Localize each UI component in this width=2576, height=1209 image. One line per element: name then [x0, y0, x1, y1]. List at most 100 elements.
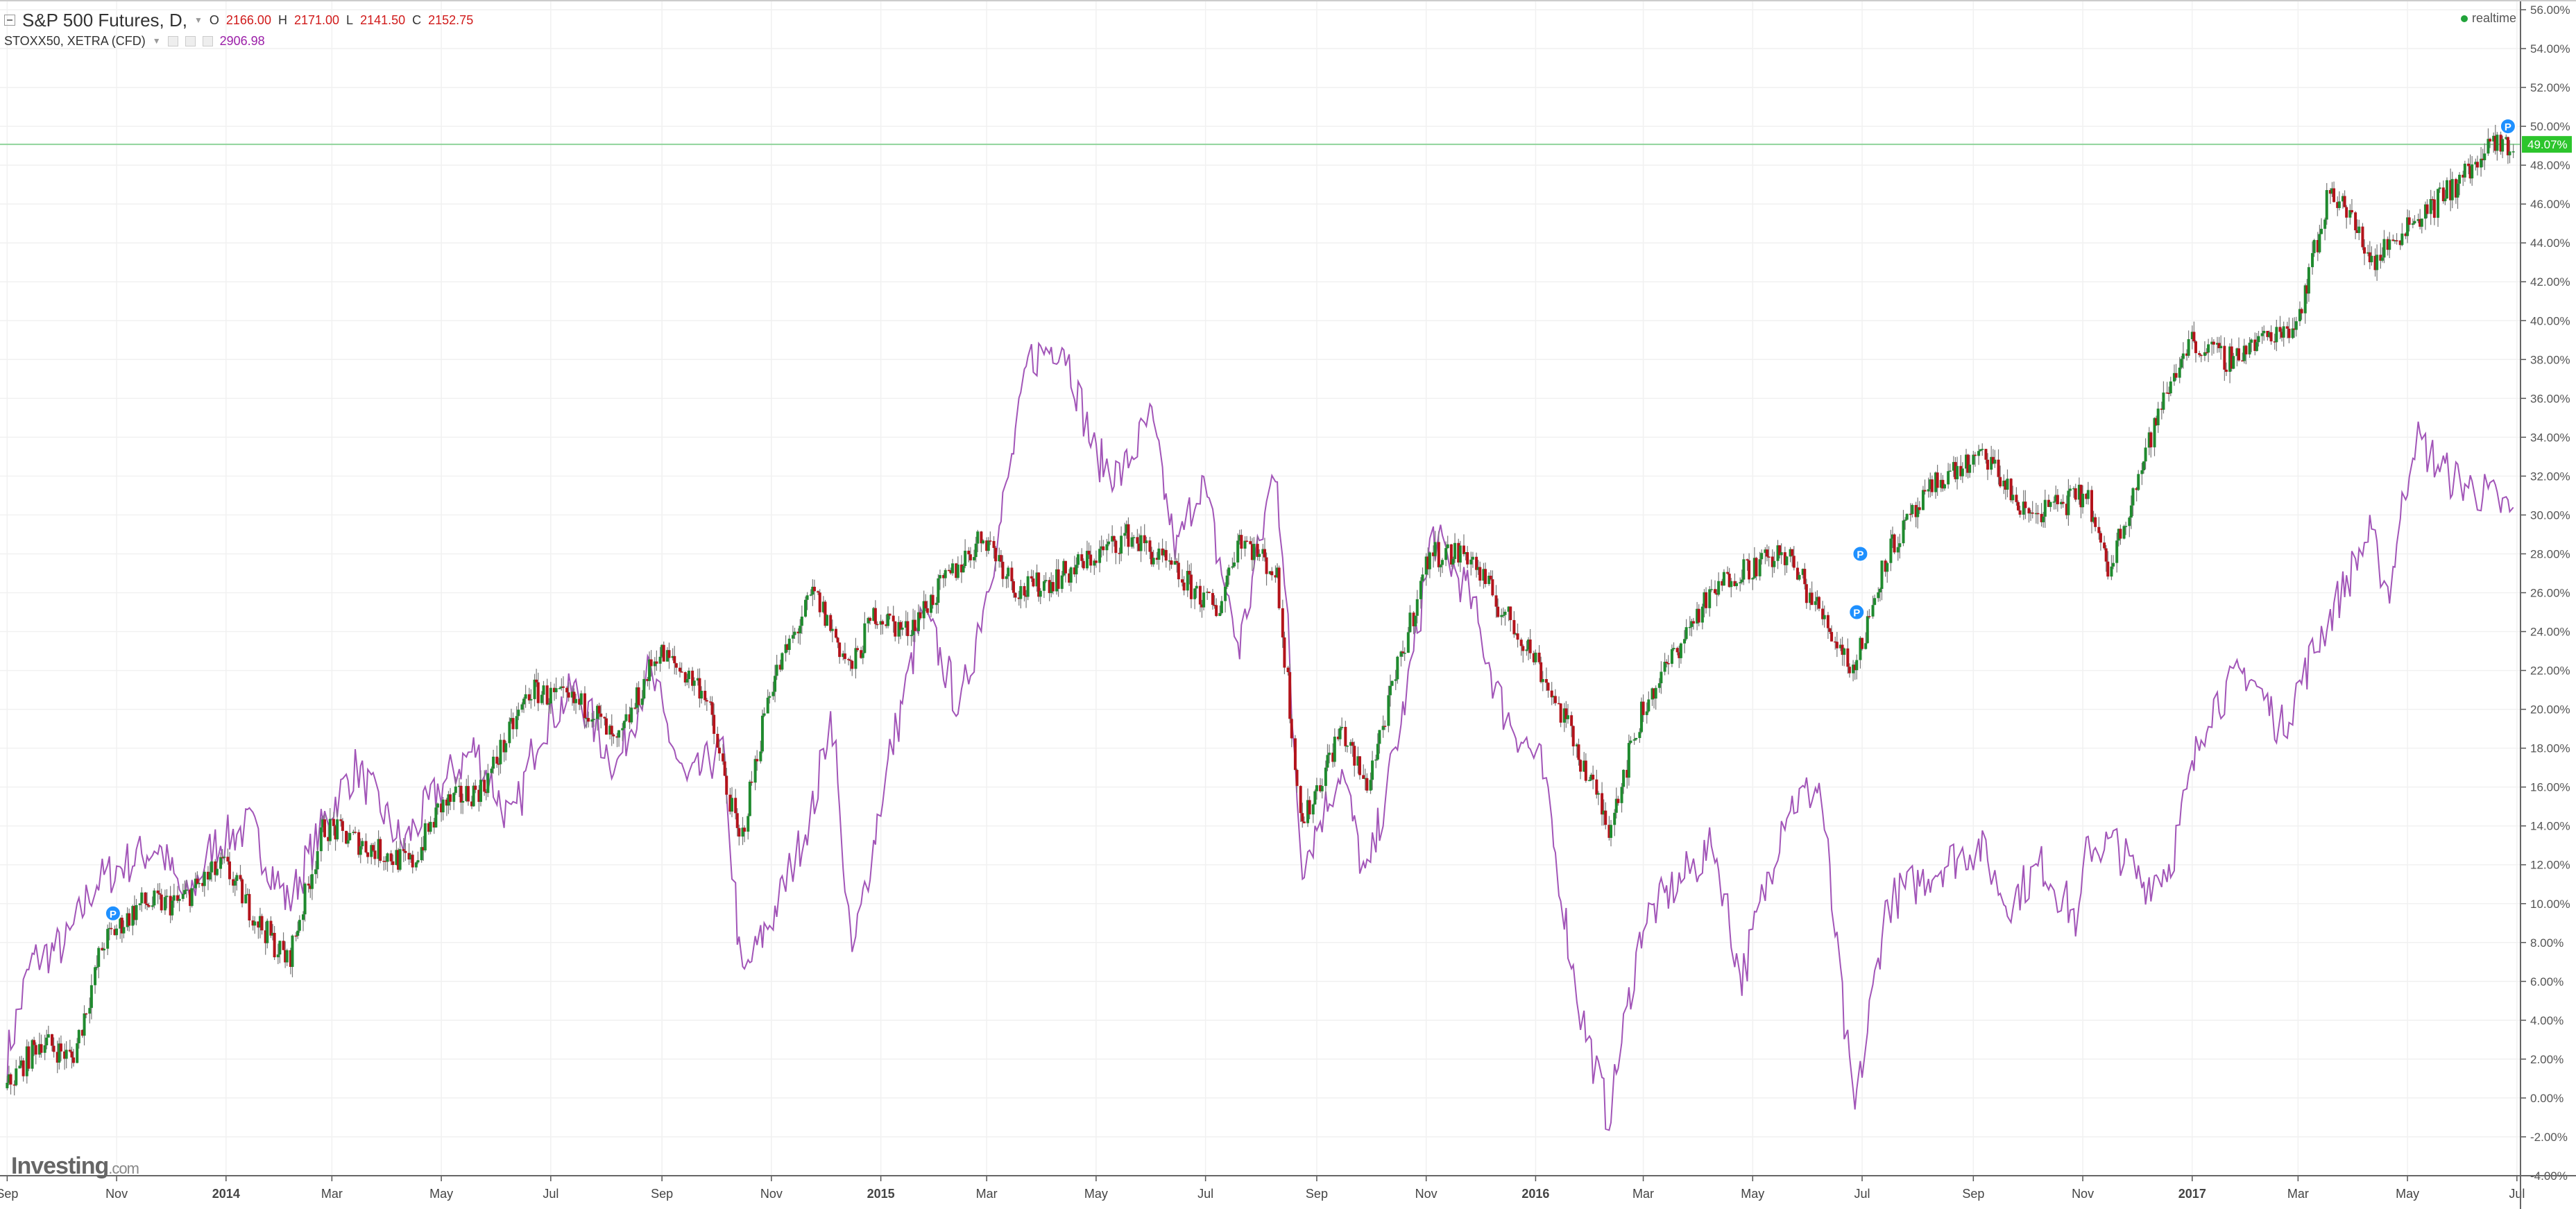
candle-body: [1060, 575, 1064, 589]
candle-body: [1981, 449, 1984, 450]
candle-body: [787, 638, 791, 650]
candle-body: [830, 628, 834, 631]
candle-body: [1220, 601, 1223, 613]
candle-body: [113, 929, 117, 936]
event-marker[interactable]: P: [2499, 118, 2516, 135]
candle-body: [1990, 456, 1993, 470]
candle-body: [748, 781, 751, 816]
candle-body: [486, 773, 490, 794]
candle-body: [181, 894, 185, 899]
x-tick-label: 2015: [867, 1187, 895, 1201]
candle-body: [906, 621, 910, 637]
candle-body: [1320, 786, 1324, 791]
candle-body: [2104, 548, 2108, 562]
candle-body: [1186, 571, 1189, 591]
realtime-indicator: realtime: [2460, 11, 2516, 26]
candle-body: [1105, 544, 1109, 551]
remove-icon[interactable]: [202, 35, 213, 46]
candle-body: [2506, 137, 2509, 155]
candle-body: [296, 930, 300, 936]
candle-body: [1453, 542, 1457, 559]
status-dot-icon: [2460, 15, 2468, 22]
candle-body: [432, 821, 436, 828]
candle-body: [2266, 330, 2269, 337]
event-marker[interactable]: P: [104, 904, 121, 922]
candle-body: [1030, 576, 1033, 578]
candle-body: [624, 714, 628, 721]
candle-body: [1991, 456, 1995, 464]
candle-body: [1403, 653, 1406, 654]
candle-body: [1491, 579, 1494, 596]
candle-body: [1482, 569, 1485, 581]
candle-body: [2217, 343, 2221, 349]
chevron-down-icon[interactable]: ▼: [152, 36, 161, 46]
candle-body: [1512, 619, 1516, 635]
candle-body: [1726, 572, 1730, 574]
candle-body: [2203, 352, 2206, 357]
candle-body: [2106, 561, 2110, 577]
candle-body: [341, 821, 344, 831]
settings-icon[interactable]: [185, 35, 196, 46]
marker-label: P: [1857, 549, 1863, 560]
candle-body: [2034, 513, 2038, 515]
candle-body: [1224, 586, 1227, 601]
candle-body: [1891, 534, 1894, 539]
event-marker[interactable]: P: [1852, 545, 1869, 563]
candle-body: [2110, 566, 2113, 577]
candle-body: [1451, 558, 1455, 565]
candle-body: [1198, 585, 1202, 605]
candle-body: [1898, 543, 1902, 547]
candle-body: [56, 1052, 59, 1063]
candle-body: [1803, 569, 1807, 585]
candle-body: [1378, 730, 1381, 744]
candle-body: [1414, 615, 1417, 626]
candle-body: [248, 893, 251, 920]
candle-body: [1977, 451, 1981, 456]
candle-body: [1848, 667, 1851, 674]
current-price-tag: [2522, 136, 2572, 153]
event-marker[interactable]: P: [1848, 603, 1866, 621]
marker-circle: [1852, 545, 1869, 563]
compare-symbol-label[interactable]: STOXX50, XETRA (CFD): [4, 33, 146, 48]
main-symbol-label[interactable]: S&P 500 Futures, D,: [22, 9, 187, 31]
candle-body: [2205, 352, 2208, 354]
candle-body: [1705, 592, 1708, 608]
candle-body: [1864, 643, 1868, 649]
candle-body: [58, 1043, 61, 1063]
y-tick-label: 30.00%: [2530, 508, 2570, 522]
candle-body: [72, 1057, 76, 1063]
candle-body: [897, 621, 901, 637]
candle-body: [1622, 769, 1626, 787]
candle-body: [43, 1045, 46, 1053]
collapse-icon[interactable]: [4, 15, 15, 26]
x-tick-label: Sep: [1962, 1187, 1984, 1201]
candle-body: [80, 1029, 84, 1036]
candle-body: [258, 916, 262, 928]
candle-body: [1546, 683, 1550, 691]
y-tick-label: 2.00%: [2530, 1053, 2564, 1066]
gridlines: [0, 0, 2520, 1176]
candle-body: [818, 592, 821, 612]
candle-body: [811, 586, 814, 595]
candle-body: [771, 692, 775, 696]
candle-body: [617, 730, 621, 738]
candle-body: [824, 601, 827, 626]
candle-body: [1748, 560, 1751, 580]
candle-body: [294, 935, 298, 937]
candle-body: [2040, 513, 2043, 522]
candle-body: [1905, 513, 1909, 520]
candle-body: [2156, 409, 2160, 426]
visibility-icon[interactable]: [167, 35, 178, 46]
x-tick-label: Nov: [760, 1187, 783, 1201]
candle-body: [565, 687, 569, 693]
candle-body: [353, 832, 357, 833]
candle-body: [1519, 640, 1523, 646]
chevron-down-icon[interactable]: ▼: [194, 15, 203, 25]
candle-body: [1746, 559, 1749, 560]
candle-body: [621, 728, 624, 730]
candle-body: [1075, 565, 1078, 575]
candle-body: [2198, 353, 2201, 355]
realtime-label: realtime: [2471, 11, 2516, 25]
y-tick-label: 10.00%: [2530, 898, 2570, 911]
